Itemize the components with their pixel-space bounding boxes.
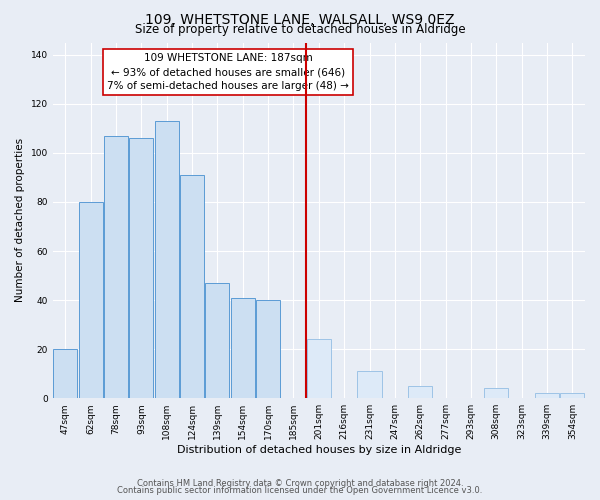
Bar [535,394,559,398]
Bar [408,386,432,398]
Text: Size of property relative to detached houses in Aldridge: Size of property relative to detached ho… [134,22,466,36]
Bar [180,175,204,398]
X-axis label: Distribution of detached houses by size in Aldridge: Distribution of detached houses by size … [176,445,461,455]
Bar [560,394,584,398]
Y-axis label: Number of detached properties: Number of detached properties [15,138,25,302]
Bar [307,340,331,398]
Bar [155,121,179,398]
Bar [484,388,508,398]
Bar [104,136,128,398]
Bar [53,349,77,398]
Bar [231,298,255,398]
Text: Contains public sector information licensed under the Open Government Licence v3: Contains public sector information licen… [118,486,482,495]
Bar [256,300,280,398]
Bar [205,283,229,398]
Bar [130,138,154,398]
Bar [358,371,382,398]
Text: Contains HM Land Registry data © Crown copyright and database right 2024.: Contains HM Land Registry data © Crown c… [137,478,463,488]
Bar [79,202,103,398]
Text: 109, WHETSTONE LANE, WALSALL, WS9 0EZ: 109, WHETSTONE LANE, WALSALL, WS9 0EZ [145,12,455,26]
Text: 109 WHETSTONE LANE: 187sqm
← 93% of detached houses are smaller (646)
7% of semi: 109 WHETSTONE LANE: 187sqm ← 93% of deta… [107,53,349,91]
